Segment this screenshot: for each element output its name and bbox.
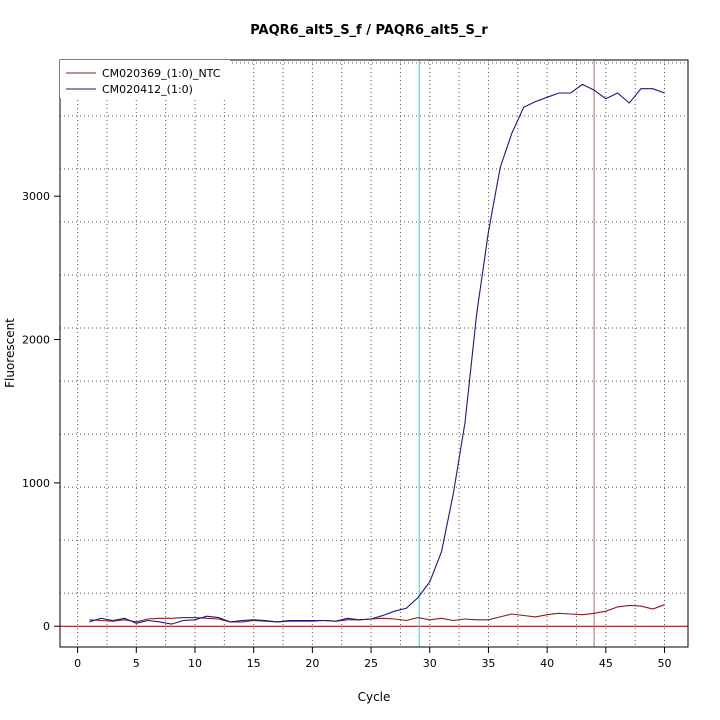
legend: CM020369_(1:0)_NTC CM020412_(1:0) — [60, 60, 230, 98]
series-line-0 — [89, 604, 665, 623]
x-tick-label-1: 5 — [133, 657, 140, 670]
x-tick-label-0: 0 — [74, 657, 81, 670]
x-tick-label-3: 15 — [247, 657, 261, 670]
legend-entry-ntc: CM020369_(1:0)_NTC — [102, 67, 221, 80]
legend-box — [60, 60, 230, 98]
series — [89, 83, 665, 625]
y-tick-label-2: 2000 — [22, 334, 50, 347]
x-tick-label-7: 35 — [481, 657, 495, 670]
y-axis: 0 1000 2000 3000 — [22, 190, 60, 633]
x-tick-label-5: 25 — [364, 657, 378, 670]
series-line-1 — [89, 83, 665, 625]
x-tick-label-9: 45 — [599, 657, 613, 670]
plot-frame — [59, 59, 689, 648]
y-tick-label-0: 0 — [43, 620, 50, 633]
y-tick-label-3: 3000 — [22, 190, 50, 203]
x-axis: 0 5 10 15 20 25 30 35 40 45 50 — [74, 647, 672, 670]
x-tick-label-2: 10 — [188, 657, 202, 670]
x-tick-label-4: 20 — [305, 657, 319, 670]
y-axis-label: Fluorescent — [3, 318, 17, 388]
x-axis-label: Cycle — [358, 690, 391, 704]
x-tick-label-8: 40 — [540, 657, 554, 670]
chart-title: PAQR6_alt5_S_f / PAQR6_alt5_S_r — [250, 23, 488, 38]
x-tick-label-10: 50 — [658, 657, 672, 670]
reference-lines — [60, 60, 688, 647]
x-tick-label-6: 30 — [423, 657, 437, 670]
legend-entry-sample: CM020412_(1:0) — [102, 83, 193, 96]
y-tick-label-1: 1000 — [22, 477, 50, 490]
